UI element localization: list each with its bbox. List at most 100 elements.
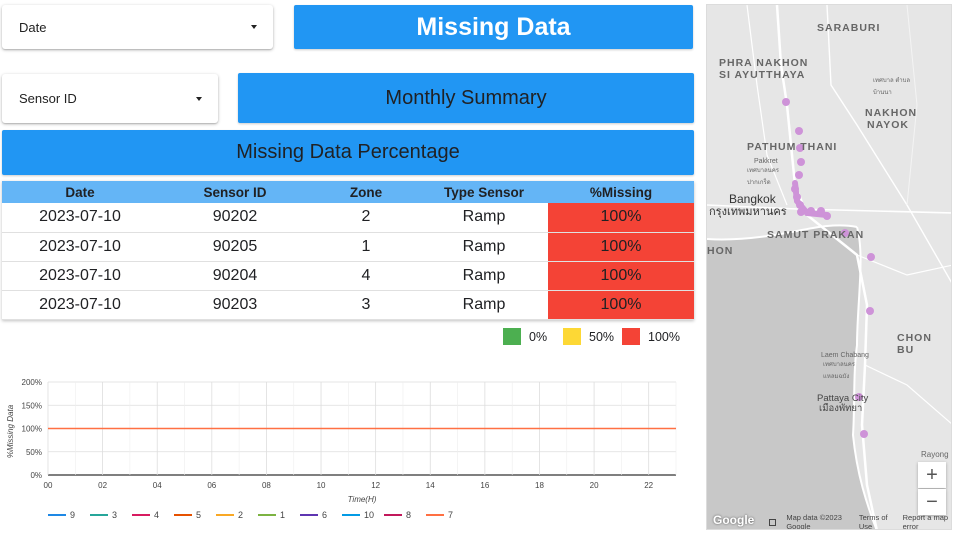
map-label-pathum: PATHUM THANI: [747, 141, 838, 153]
x-tick-label: 02: [98, 481, 107, 490]
legend-item-series[interactable]: 8: [384, 510, 426, 520]
map-label-bangkok-thai: กรุงเทพมหานคร: [709, 206, 787, 218]
column-header[interactable]: Type Sensor: [420, 181, 548, 203]
zoom-out-button[interactable]: −: [918, 489, 946, 515]
sensor-marker[interactable]: [855, 393, 863, 401]
column-header[interactable]: Zone: [312, 181, 420, 203]
cell-date: 2023-07-10: [2, 261, 158, 291]
x-tick-label: 08: [262, 481, 271, 490]
chevron-down-icon: [251, 25, 257, 29]
sensor-marker[interactable]: [817, 207, 825, 215]
map-label-nayok: NAYOK: [867, 119, 909, 131]
missing-data-line-chart: 0% 50% 100% 150% 200% 00 02 04 06 08 10 12 14 16 18 20…: [6, 378, 677, 504]
cell-type: Ramp: [420, 290, 548, 320]
sensor-marker[interactable]: [797, 158, 805, 166]
legend-item-series[interactable]: 6: [300, 510, 342, 520]
column-header[interactable]: Sensor ID: [158, 181, 312, 203]
sensor-marker[interactable]: [807, 207, 815, 215]
sensor-id-dropdown-label: Sensor ID: [19, 91, 77, 106]
cell-missing: 100%: [548, 203, 694, 233]
monthly-summary-banner[interactable]: Monthly Summary: [238, 73, 694, 123]
legend-item-series[interactable]: 10: [342, 510, 384, 520]
cell-sensor-id: 90202: [158, 203, 312, 233]
sensor-marker[interactable]: [823, 212, 831, 220]
report-error-link[interactable]: Report a map error: [902, 513, 949, 530]
sensor-marker[interactable]: [795, 171, 803, 179]
cell-type: Ramp: [420, 203, 548, 233]
date-dropdown[interactable]: Date: [2, 5, 273, 49]
sensor-marker[interactable]: [797, 208, 805, 216]
legend-series-label: 5: [196, 510, 202, 520]
map-label-thai-3: เทศบาลนคร แหลมฉบัง: [823, 362, 856, 380]
map-label-laem-chabang: Laem Chabang: [821, 352, 869, 359]
sensor-marker[interactable]: [866, 307, 874, 315]
legend-item-series[interactable]: 7: [426, 510, 468, 520]
legend-item-series[interactable]: 2: [216, 510, 258, 520]
sensor-marker[interactable]: [782, 98, 790, 106]
map-label-si-ayutthaya: SI AYUTTHAYA: [719, 69, 806, 81]
legend-item-series[interactable]: 5: [174, 510, 216, 520]
map-canvas[interactable]: [707, 5, 952, 530]
minus-icon: −: [926, 490, 938, 513]
sensor-marker[interactable]: [867, 253, 875, 261]
column-header[interactable]: Date: [2, 181, 158, 203]
legend-line-swatch: [384, 514, 402, 516]
legend-item-series[interactable]: 9: [48, 510, 90, 520]
sensor-marker[interactable]: [796, 201, 804, 209]
y-tick-label: 0%: [30, 471, 42, 480]
y-axis-label: %Missing Data: [6, 404, 15, 458]
sensor-marker[interactable]: [793, 193, 801, 201]
cell-zone: 2: [312, 203, 420, 233]
legend-series-label: 8: [406, 510, 412, 520]
legend-item-series[interactable]: 4: [132, 510, 174, 520]
x-tick-label: 22: [644, 481, 653, 490]
map-label-chon-buri: CHON BU: [897, 332, 932, 356]
legend-series-label: 7: [448, 510, 454, 520]
terms-link[interactable]: Terms of Use: [858, 513, 888, 530]
x-tick-label: 12: [371, 481, 380, 490]
map-label-samut-prakan: SAMUT PRAKAN: [767, 229, 865, 241]
sensor-marker[interactable]: [841, 229, 849, 237]
legend-line-swatch: [258, 514, 276, 516]
legend-line-swatch: [48, 514, 66, 516]
cell-date: 2023-07-10: [2, 232, 158, 262]
x-tick-label: 16: [480, 481, 489, 490]
legend-item-series[interactable]: 3: [90, 510, 132, 520]
column-header[interactable]: %Missing: [548, 181, 694, 203]
map-footer: Map data ©2023 Google Terms of Use Repor…: [707, 513, 951, 530]
legend-series-label: 9: [70, 510, 76, 520]
legend-swatch-yellow: [563, 328, 581, 345]
map-panel[interactable]: SARABURI PHRA NAKHON SI AYUTTHAYA NAKHON…: [706, 4, 952, 530]
map-label-hon: HON: [707, 245, 734, 257]
y-tick-label: 100%: [22, 425, 42, 434]
sensor-marker[interactable]: [791, 185, 799, 193]
legend-item-series[interactable]: 1: [258, 510, 300, 520]
sensor-marker[interactable]: [795, 127, 803, 135]
sensor-marker[interactable]: [860, 430, 868, 438]
map-label-thai-2: เทศบาลนคร ปากเกร็ด: [747, 168, 780, 186]
date-dropdown-label: Date: [19, 19, 47, 35]
cell-missing: 100%: [548, 232, 694, 262]
keyboard-icon[interactable]: [769, 518, 777, 526]
y-tick-label: 150%: [22, 401, 42, 410]
x-tick-label: 18: [535, 481, 544, 490]
plus-icon: +: [926, 463, 938, 486]
cell-sensor-id: 90205: [158, 232, 312, 262]
legend-label: 50%: [589, 329, 615, 344]
cell-type: Ramp: [420, 232, 548, 262]
map-label-pakkret: Pakkret: [754, 158, 778, 165]
cell-zone: 1: [312, 232, 420, 262]
x-tick-label: 04: [153, 481, 162, 490]
legend-series-label: 6: [322, 510, 328, 520]
legend-swatch-red: [622, 328, 640, 345]
map-attribution: Map data ©2023 Google: [786, 513, 842, 530]
x-tick-label: 14: [426, 481, 435, 490]
sensor-id-dropdown[interactable]: Sensor ID: [2, 74, 218, 123]
legend-line-swatch: [342, 514, 360, 516]
legend-line-swatch: [174, 514, 192, 516]
table-row: 2023-07-10 90205 1 Ramp 100%: [2, 232, 694, 262]
missing-data-banner[interactable]: Missing Data: [294, 5, 693, 49]
legend-line-swatch: [426, 514, 444, 516]
zoom-in-button[interactable]: +: [918, 462, 946, 488]
sensor-marker[interactable]: [796, 144, 804, 152]
